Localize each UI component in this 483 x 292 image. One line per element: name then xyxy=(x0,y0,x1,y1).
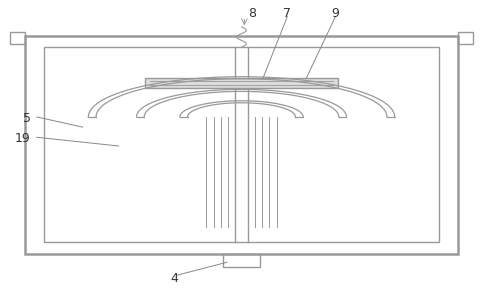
Text: 4: 4 xyxy=(170,272,178,285)
Text: 7: 7 xyxy=(283,7,291,20)
Text: 9: 9 xyxy=(331,7,340,20)
Polygon shape xyxy=(145,78,338,88)
Text: 8: 8 xyxy=(248,7,256,20)
Text: 5: 5 xyxy=(23,112,31,125)
Text: 19: 19 xyxy=(14,132,30,145)
